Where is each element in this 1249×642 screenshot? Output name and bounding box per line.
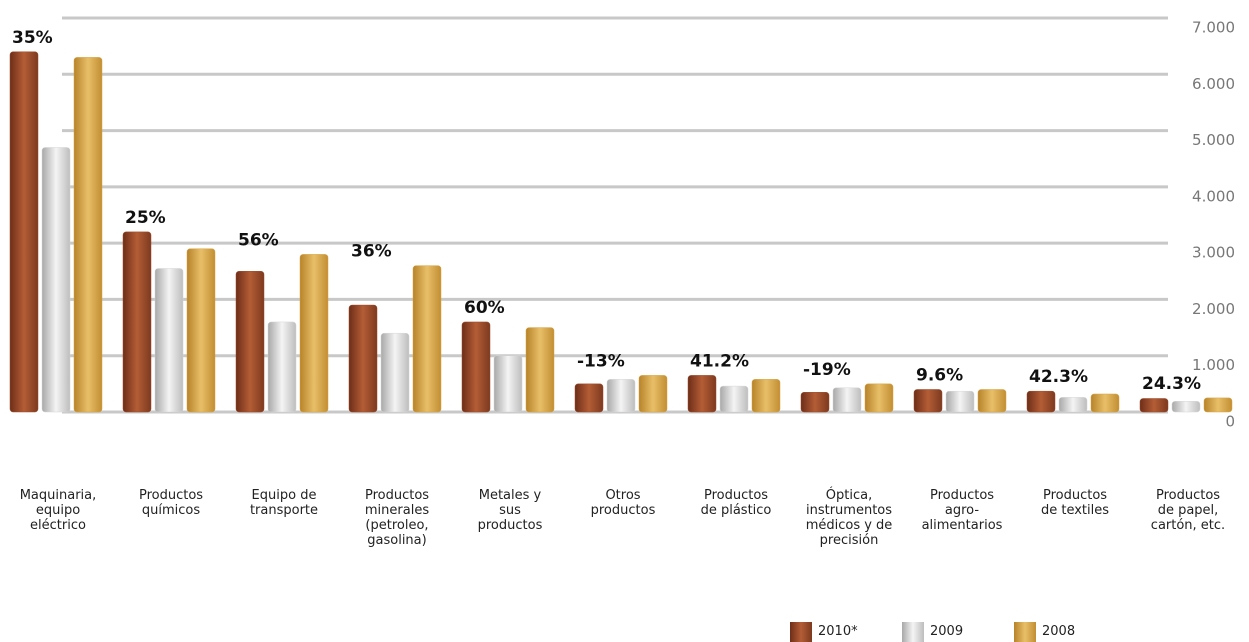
growth-label: 41.2% — [690, 351, 749, 371]
x-tick-label: Productos minerales (petroleo, gasolina) — [364, 488, 430, 548]
growth-label: 36% — [351, 242, 392, 262]
bar — [687, 375, 717, 413]
bar — [235, 271, 265, 413]
bar — [412, 265, 442, 413]
bar — [913, 389, 943, 413]
legend-swatch — [902, 622, 924, 642]
legend-swatch — [790, 622, 812, 642]
bar — [493, 355, 523, 413]
x-tick-label: Productos químicos — [138, 488, 204, 518]
bar — [1171, 401, 1201, 413]
y-tick-label: 4.000 — [1192, 187, 1235, 205]
x-tick-label: Productos de papel, cartón, etc. — [1150, 488, 1226, 533]
bar — [945, 390, 975, 413]
bar — [348, 304, 378, 413]
growth-label: 42.3% — [1029, 367, 1088, 387]
legend-label: 2008 — [1042, 624, 1076, 639]
bar — [1139, 398, 1169, 413]
bar — [525, 327, 555, 413]
growth-label: 60% — [464, 298, 505, 318]
bar — [977, 389, 1007, 413]
x-tick-label: Productos de textiles — [1040, 488, 1110, 518]
x-tick-label: Productos de plástico — [700, 488, 772, 518]
y-tick-label: 6.000 — [1192, 75, 1235, 93]
bar — [267, 321, 297, 413]
bar — [1090, 393, 1120, 413]
legend-swatch — [1014, 622, 1036, 642]
bar — [461, 321, 491, 413]
growth-label: 56% — [238, 230, 279, 250]
growth-label: 25% — [125, 208, 166, 228]
bar — [122, 231, 152, 413]
bar — [1026, 390, 1056, 413]
y-tick-label: 0 — [1225, 413, 1235, 431]
bar — [380, 332, 410, 413]
y-tick-label: 1.000 — [1192, 356, 1235, 374]
growth-label: 35% — [12, 28, 53, 48]
bar — [719, 385, 749, 413]
bar — [832, 387, 862, 413]
bar — [1058, 397, 1088, 413]
x-tick-label: Equipo de transporte — [249, 488, 319, 518]
legend-label: 2009 — [930, 624, 964, 639]
x-tick-label: Metales y sus productos — [477, 488, 543, 533]
x-tick-label: Otros productos — [590, 488, 656, 518]
x-tick-label: Óptica, instrumentos médicos y de precis… — [805, 488, 893, 548]
bar — [574, 383, 604, 413]
bar — [638, 375, 668, 413]
bar — [299, 254, 329, 413]
bar — [186, 248, 216, 413]
bar — [154, 268, 184, 413]
bar — [9, 51, 39, 413]
y-tick-label: 3.000 — [1192, 244, 1235, 262]
growth-label: 9.6% — [916, 365, 963, 385]
bar — [73, 57, 103, 413]
bar — [606, 379, 636, 413]
bar — [1203, 397, 1233, 413]
y-tick-label: 5.000 — [1192, 131, 1235, 149]
x-tick-label: Maquinaria, equipo eléctrico — [19, 488, 97, 533]
bar — [751, 379, 781, 413]
bar — [800, 392, 830, 413]
bar — [864, 383, 894, 413]
x-tick-label: Productos agro- alimentarios — [921, 488, 1003, 533]
growth-label: -19% — [803, 360, 851, 380]
y-tick-label: 2.000 — [1192, 300, 1235, 318]
growth-label: 24.3% — [1142, 374, 1201, 394]
y-tick-label: 7.000 — [1192, 19, 1235, 37]
legend-label: 2010* — [818, 624, 858, 639]
growth-label: -13% — [577, 351, 625, 371]
bar — [41, 147, 71, 413]
